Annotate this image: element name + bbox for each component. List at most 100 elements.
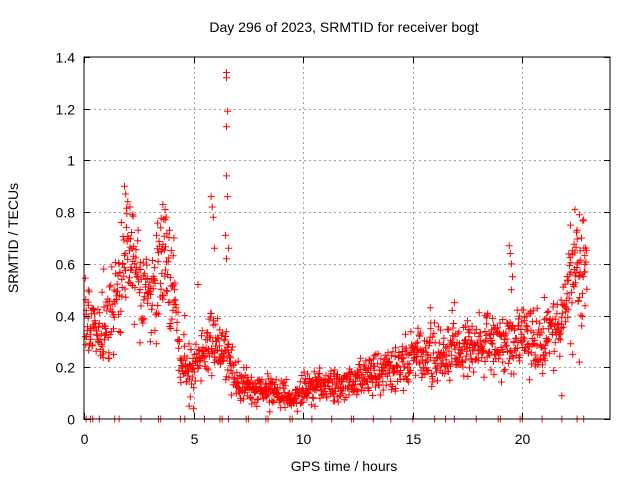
y-tick-label: 0.6 [56,257,76,273]
data-point [442,344,450,352]
data-point [435,339,443,347]
data-point [176,355,184,363]
data-point [267,375,275,383]
data-point [392,344,399,352]
data-point [573,228,580,236]
data-point [499,348,507,356]
data-point [414,338,422,346]
data-point [480,347,488,355]
data-point [392,361,400,369]
data-point [536,319,544,327]
data-point [447,362,454,370]
data-point [366,364,374,372]
data-point [556,336,564,344]
data-point [433,368,441,376]
data-point [422,356,430,364]
data-point [462,322,469,330]
data-point [295,391,303,399]
data-point [119,260,127,267]
data-point [557,329,565,337]
data-point [565,262,573,270]
data-point [127,235,134,243]
data-point [307,401,315,409]
data-point [201,358,209,366]
data-point [437,326,445,334]
data-point [219,329,227,337]
data-point [583,246,591,254]
y-tick-label: 1.4 [56,50,76,66]
data-point [379,378,387,386]
data-point [229,343,237,351]
y-tick-label: 0 [67,412,75,428]
data-point [354,373,362,381]
data-point [205,345,213,353]
data-point [225,340,233,348]
data-point [558,392,566,400]
data-point [351,381,359,389]
data-point [480,373,488,381]
data-point [402,344,410,352]
x-tick-label: 15 [406,431,422,447]
data-point [448,358,456,366]
data-point [224,366,232,374]
data-point [169,252,177,260]
data-point [539,370,547,377]
data-point [110,351,118,358]
data-point [122,223,130,231]
data-point [214,315,222,323]
data-point [487,366,495,374]
data-point [512,334,520,342]
data-point [558,309,566,317]
data-point [405,378,413,386]
data-point [200,353,208,361]
data-point [187,346,195,354]
data-point [153,309,160,317]
data-point [399,387,407,394]
data-point [183,354,191,362]
data-point [151,264,159,272]
data-point [242,364,250,372]
data-point [224,193,232,201]
data-point [128,266,136,274]
data-point [247,373,255,381]
data-point [117,307,125,315]
data-point [100,336,108,344]
data-point [462,336,469,344]
data-point [567,259,575,267]
data-point [240,395,247,403]
data-point [313,383,321,391]
data-point [121,250,129,257]
data-point [248,400,256,408]
data-point [334,398,342,406]
data-point [483,320,491,328]
data-point [369,392,377,399]
data-point [190,384,198,392]
data-point [445,326,453,334]
data-point [401,363,409,371]
data-point [104,334,112,341]
data-point [407,328,415,336]
data-point [402,330,409,338]
data-point [140,293,148,301]
data-point [190,368,198,376]
data-point [315,370,323,378]
data-point [87,335,95,343]
data-point [433,362,441,370]
data-point [275,389,282,397]
data-point [583,285,591,293]
data-point [507,260,515,268]
data-point [123,210,131,218]
data-point [116,268,124,276]
data-point [120,236,128,244]
data-point [475,309,483,317]
data-point [165,323,173,331]
data-point [157,224,165,232]
data-point [562,318,570,326]
data-point [166,226,173,234]
data-point [166,274,174,282]
data-point [167,247,175,255]
data-point [158,269,166,277]
data-point [399,358,407,366]
data-point [198,332,205,340]
data-point [157,285,165,293]
